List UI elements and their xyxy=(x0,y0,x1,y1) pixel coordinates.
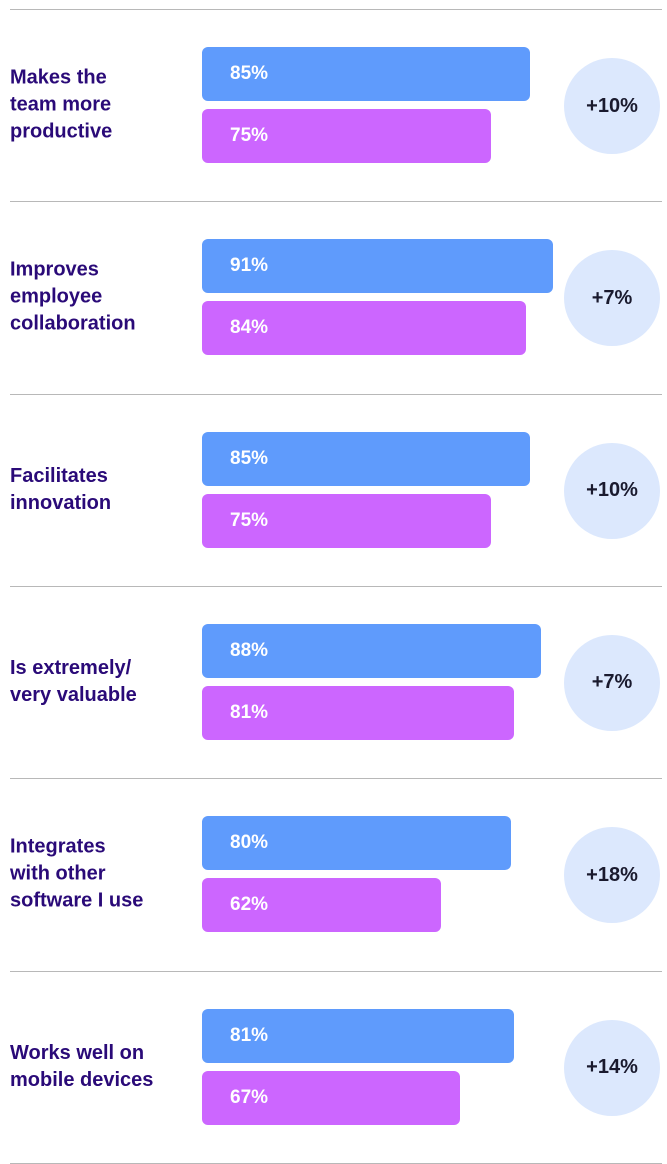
bar xyxy=(202,431,530,486)
bar xyxy=(202,47,530,101)
difference-badge: +18% xyxy=(564,827,660,924)
value-label: 81% xyxy=(230,1024,269,1046)
separator xyxy=(10,585,662,587)
separator xyxy=(10,778,662,780)
category-label: Improves employee collaboration xyxy=(10,258,136,335)
bar xyxy=(202,1070,461,1125)
category-label: Facilitates innovation xyxy=(10,464,112,514)
value-label: 80% xyxy=(230,832,269,854)
bar xyxy=(202,301,526,356)
value-label: 75% xyxy=(230,509,269,531)
value-label: 91% xyxy=(230,255,269,277)
bar xyxy=(202,623,542,678)
bar xyxy=(202,1008,515,1063)
difference-badge: +14% xyxy=(564,1019,660,1116)
difference-badge: +7% xyxy=(564,634,660,731)
bar xyxy=(202,816,511,871)
difference-badge: +10% xyxy=(564,58,660,154)
separator xyxy=(10,970,662,972)
category-label: Integrates with other software I use xyxy=(10,835,144,912)
value-label: 85% xyxy=(230,63,269,84)
bar xyxy=(202,109,492,163)
value-label: 85% xyxy=(230,447,269,469)
category-label: Makes the team more productive xyxy=(10,66,113,143)
value-label: 62% xyxy=(230,894,269,916)
value-label: 81% xyxy=(230,701,269,723)
category-label: Works well on mobile devices xyxy=(10,1041,154,1091)
separator xyxy=(10,201,662,203)
bar xyxy=(202,239,553,294)
value-label: 75% xyxy=(230,125,269,146)
bar xyxy=(202,878,442,933)
separator xyxy=(10,393,662,395)
category-label: Is extremely/ very valuable xyxy=(10,656,137,706)
value-label: 67% xyxy=(230,1086,269,1108)
bar xyxy=(202,493,492,548)
difference-badge: +10% xyxy=(564,442,660,539)
bar xyxy=(202,685,515,740)
difference-badge: +7% xyxy=(564,250,660,347)
value-label: 88% xyxy=(230,639,269,661)
value-label: 84% xyxy=(230,317,269,339)
separator xyxy=(10,9,662,10)
